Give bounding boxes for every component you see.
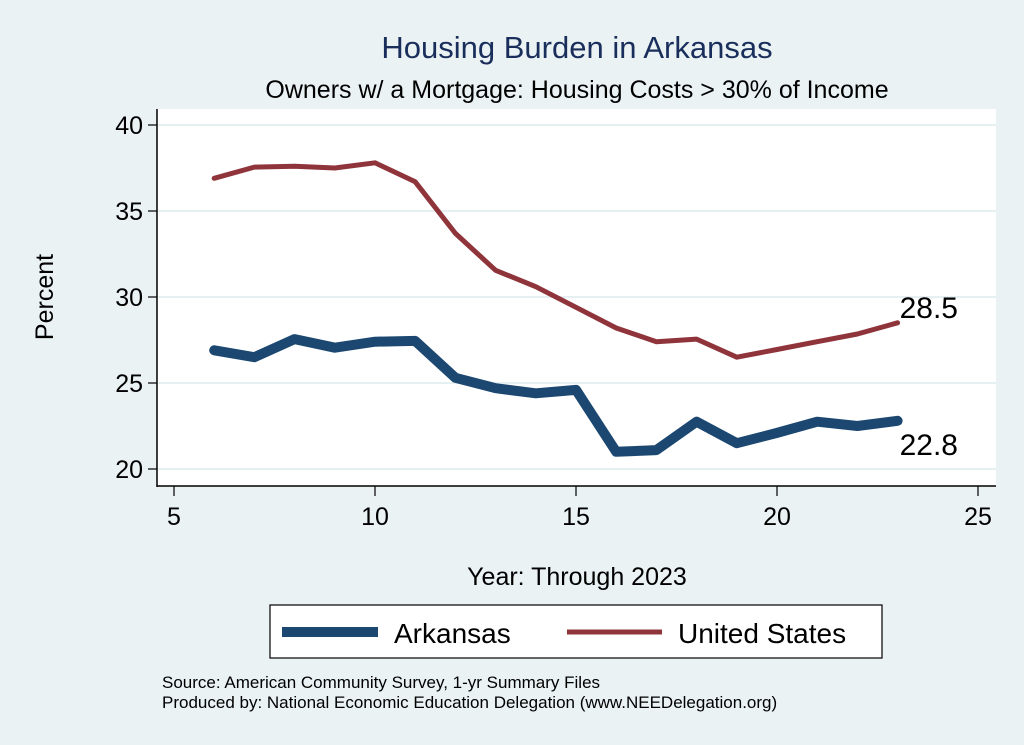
- x-tick-label: 15: [562, 503, 590, 531]
- x-ticks: 5 10 15 20 25: [167, 486, 992, 531]
- end-label-united-states: 28.5: [900, 292, 958, 325]
- y-tick-label: 35: [115, 198, 143, 226]
- y-tick-label: 30: [115, 284, 143, 312]
- legend-label-arkansas: Arkansas: [394, 618, 511, 649]
- series-lines: [209, 160, 903, 457]
- y-tick-label: 40: [115, 112, 143, 140]
- legend-label-united-states: United States: [678, 618, 846, 649]
- producer-note: Produced by: National Economic Education…: [162, 693, 777, 712]
- series-line-arkansas: [209, 334, 903, 457]
- end-label-arkansas: 22.8: [900, 429, 958, 462]
- end-labels: 22.8 28.5: [900, 292, 958, 462]
- x-tick-label: 25: [964, 503, 992, 531]
- x-tick-label: 5: [167, 503, 181, 531]
- chart-title: Housing Burden in Arkansas: [381, 30, 772, 65]
- source-note: Source: American Community Survey, 1-yr …: [162, 673, 600, 692]
- x-tick-label: 10: [361, 503, 389, 531]
- y-tick-label: 25: [115, 370, 143, 398]
- y-tick-label: 20: [115, 456, 143, 484]
- x-tick-label: 20: [763, 503, 791, 531]
- series-line-united-states: [211, 160, 901, 360]
- y-axis-label: Percent: [31, 254, 59, 340]
- y-ticks: 20 25 30 35 40: [115, 112, 157, 484]
- chart-subtitle: Owners w/ a Mortgage: Housing Costs > 30…: [265, 76, 888, 104]
- legend: Arkansas United States: [269, 604, 883, 659]
- x-axis-label: Year: Through 2023: [467, 563, 687, 591]
- gridlines: [158, 124, 996, 470]
